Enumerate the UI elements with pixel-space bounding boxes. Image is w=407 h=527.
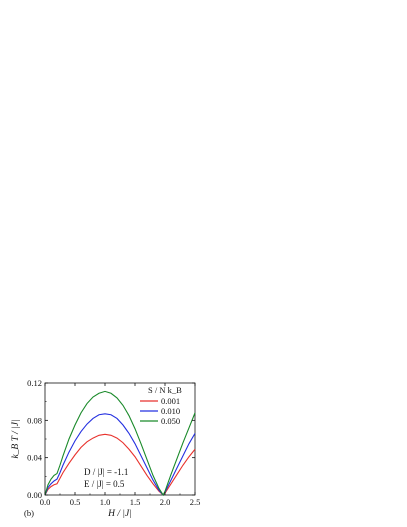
x-axis-label: H / |J| [107, 509, 132, 519]
annotation-e-over-j: E / |J| = 0.5 [84, 479, 125, 489]
series-line-0.050 [44, 390, 196, 497]
legend-label-0.010: 0.010 [161, 406, 180, 416]
y-axis-label: k_B T / |J| [11, 419, 21, 458]
x-tick-label: 2.5 [190, 497, 201, 507]
panel-label: (b) [24, 508, 34, 518]
x-tick-label: 0.0 [40, 497, 51, 507]
x-tick-label: 2.0 [160, 497, 171, 507]
x-tick-label: 1.0 [100, 497, 111, 507]
legend-label-0.050: 0.050 [161, 416, 180, 426]
plot-area: 0.0 0.5 1.0 1.5 2.0 2.5 0.00 0.04 0.08 0.12 [27, 378, 200, 507]
y-tick-label: 0.00 [27, 490, 42, 500]
y-tick-label: 0.04 [27, 453, 43, 463]
legend-title: S / N k_B [148, 385, 182, 395]
series-line-0.010 [44, 413, 196, 496]
y-tick-label: 0.08 [27, 415, 42, 425]
x-tick-label: 0.5 [70, 497, 81, 507]
annotation-d-over-j: D / |J| = -1.1 [84, 467, 128, 477]
legend-label-0.001: 0.001 [161, 396, 180, 406]
x-tick-label: 1.5 [130, 497, 141, 507]
series-line-0.001 [44, 433, 196, 496]
series-layer [44, 390, 196, 497]
y-tick-label: 0.12 [27, 378, 42, 388]
ticks-layer: 0.0 0.5 1.0 1.5 2.0 2.5 0.00 0.04 0.08 0.12 [27, 378, 200, 507]
